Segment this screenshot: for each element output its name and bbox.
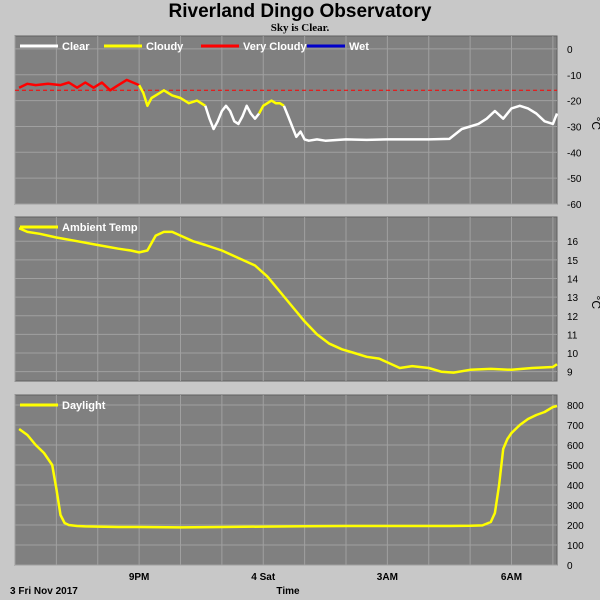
daylight-plot-area — [14, 394, 558, 566]
ambient-ytick-label: 9 — [567, 368, 573, 379]
daylight-ytick-label: 800 — [567, 401, 584, 412]
ambient-panel: 9 10 11 12 13 14 15 16 °C Ambient Temp — [14, 216, 600, 382]
sky-unit-label: °C — [589, 117, 600, 131]
x-tick-label: 6AM — [501, 572, 522, 583]
sky-plot-area — [14, 35, 558, 205]
sky-line-clear — [282, 104, 559, 142]
x-axis-label: Time — [276, 586, 300, 597]
daylight-ytick-label: 0 — [567, 561, 573, 572]
page-title: Riverland Dingo Observatory — [168, 1, 432, 22]
sky-line-clear — [204, 104, 261, 131]
x-tick-label: 9PM — [129, 572, 150, 583]
sky-ytick-label: -50 — [567, 174, 582, 185]
daylight-ytick-label: 500 — [567, 461, 584, 472]
sky-ytick-label: -40 — [567, 148, 582, 159]
sky-legend-label: Wet — [349, 41, 369, 53]
sky-line-very-cloudy — [18, 78, 140, 92]
sky-ytick-label: 0 — [567, 45, 573, 56]
ambient-unit-label: °C — [589, 296, 600, 310]
daylight-ytick-label: 200 — [567, 521, 584, 532]
sky-legend-label: Cloudy — [146, 41, 184, 53]
page-subtitle: Sky is Clear. — [270, 22, 330, 34]
ambient-ytick-label: 15 — [567, 256, 579, 267]
sky-ytick-label: -60 — [567, 200, 582, 211]
sky-legend-label: Very Cloudy — [243, 41, 307, 53]
sky-ytick-label: -20 — [567, 97, 582, 108]
ambient-ytick-label: 16 — [567, 237, 579, 248]
daylight-ytick-label: 600 — [567, 441, 584, 452]
daylight-ytick-label: 400 — [567, 481, 584, 492]
ambient-ytick-label: 12 — [567, 312, 579, 323]
sky-legend-label: Clear — [62, 41, 90, 53]
x-tick-label: 3AM — [377, 572, 398, 583]
ambient-line-ambient-temp — [18, 227, 558, 374]
sky-panel: 0 -10 -20 -30 -40 -50 -60 °C Clear Cloudy Very Clo… — [14, 35, 600, 211]
daylight-ytick-label: 100 — [567, 541, 584, 552]
daylight-ytick-label: 700 — [567, 421, 584, 432]
daylight-ytick-label: 300 — [567, 501, 584, 512]
date-label: 3 Fri Nov 2017 — [10, 586, 78, 597]
ambient-ytick-label: 10 — [567, 349, 579, 360]
ambient-ytick-label: 14 — [567, 275, 579, 286]
ambient-legend-label: Ambient Temp — [62, 222, 138, 234]
daylight-line-daylight — [18, 404, 558, 529]
ambient-ytick-label: 13 — [567, 293, 579, 304]
sky-line-cloudy — [137, 84, 206, 108]
sky-ytick-label: -10 — [567, 71, 582, 82]
sky-ytick-label: -30 — [567, 122, 582, 133]
sky-line-cloudy — [257, 99, 285, 115]
ambient-ytick-label: 11 — [567, 330, 578, 341]
x-tick-label: 4 Sat — [251, 572, 276, 583]
daylight-panel: 0 100 200 300 400 500 600 700 800 Daylight 9PM 4 Sa… — [14, 394, 584, 583]
daylight-legend-label: Daylight — [62, 400, 106, 412]
